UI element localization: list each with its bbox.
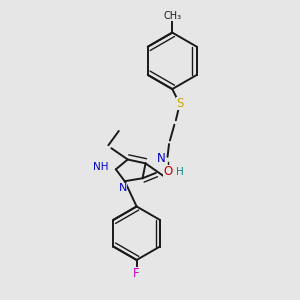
Text: H: H bbox=[176, 167, 184, 177]
Text: O: O bbox=[164, 165, 172, 178]
Text: CH₃: CH₃ bbox=[163, 11, 182, 21]
Text: N: N bbox=[157, 152, 166, 165]
Text: NH: NH bbox=[93, 162, 108, 172]
Text: N: N bbox=[119, 183, 128, 193]
Text: S: S bbox=[176, 98, 183, 110]
Text: F: F bbox=[133, 267, 140, 280]
